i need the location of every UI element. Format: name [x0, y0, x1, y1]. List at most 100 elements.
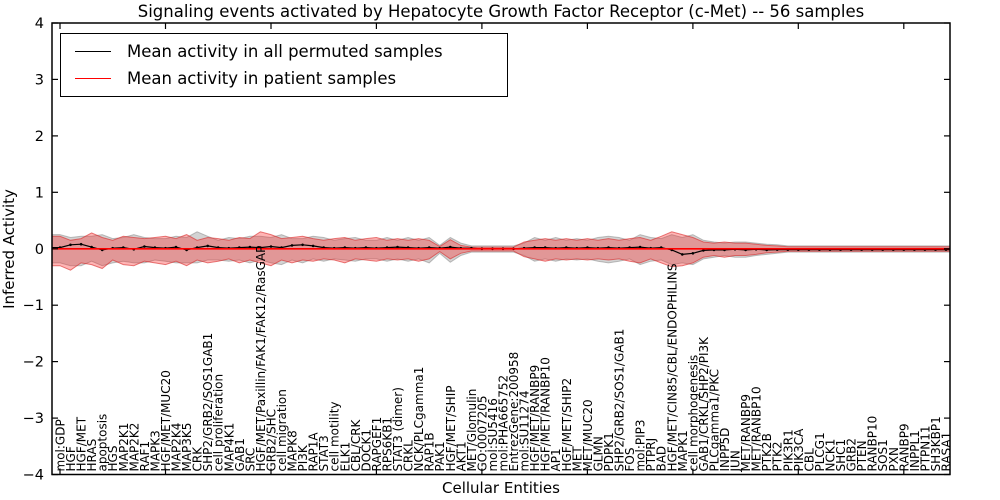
y-tick-label: −4	[23, 468, 44, 484]
y-axis-label: Inferred Activity	[0, 189, 18, 309]
x-tick-label: PAK1	[433, 441, 447, 471]
x-tick-label: MET	[570, 446, 584, 472]
y-tick-label: 1	[35, 185, 44, 201]
x-tick-label: MET/Glomulin	[465, 389, 479, 472]
y-tick-label: −2	[23, 355, 44, 371]
x-tick-label: CBL	[802, 448, 816, 472]
x-tick-label: HGF/MET/RANBP9	[528, 365, 542, 472]
x-tick-label: HGF/MET/MUC20	[159, 370, 173, 471]
permuted-mean-marker	[79, 242, 83, 246]
x-tick-label: MAPK3	[148, 430, 162, 471]
x-tick-label: mol:PHA665752	[497, 375, 511, 472]
legend-line-patient-icon	[75, 78, 111, 79]
x-tick-label: JUN	[729, 450, 743, 472]
x-tick-label: MET/MUC20	[581, 399, 595, 471]
x-tick-label: MAP3K5	[180, 423, 194, 472]
permuted-mean-marker	[449, 245, 452, 249]
permuted-mean-marker	[248, 245, 252, 249]
x-tick-label: PLCG1	[813, 432, 827, 471]
x-tick-label: HRAS	[85, 439, 99, 472]
x-tick-label: MAP4K1	[222, 423, 236, 472]
x-tick-label: SRC	[243, 448, 257, 472]
permuted-mean-marker	[702, 249, 705, 252]
x-tick-label: mol:PIP3	[634, 419, 648, 471]
permuted-mean-marker	[311, 244, 315, 248]
x-tick-label: RANBP9	[897, 423, 911, 471]
permuted-mean-marker	[290, 244, 294, 247]
permuted-mean-marker	[396, 245, 399, 249]
x-tick-label: RAF1	[138, 441, 152, 472]
x-tick-label: STAT3 (dimer)	[391, 387, 405, 471]
x-tick-label: mol:SU5416	[486, 398, 500, 471]
x-tick-label: CRKL	[402, 440, 416, 472]
x-tick-label: PIK3R1	[781, 429, 795, 471]
y-tick-label: 4	[35, 16, 44, 32]
x-tick-label: cell morphogenesis	[686, 355, 700, 472]
x-tick-label: AP1	[549, 448, 563, 471]
x-tick-label: RAP1A	[307, 432, 321, 472]
x-tick-label: PDPK1	[602, 432, 616, 471]
x-tick-label: cell motility	[328, 401, 342, 471]
x-tick-label: PTK2B	[760, 433, 774, 471]
x-tick-label: HGF/MET/SHIP	[444, 386, 458, 472]
x-tick-label: HGF/MET/RANBP10	[539, 357, 553, 471]
x-tick-label: HGS	[106, 446, 120, 472]
x-tick-label: RANBP10	[866, 416, 880, 472]
x-tick-label: DOCK1	[359, 429, 373, 472]
permuted-mean-marker	[269, 245, 273, 248]
x-tick-label: STAT3	[317, 435, 331, 471]
x-tick-label: MAP2K2	[127, 423, 141, 472]
x-tick-label: INPPL1	[908, 430, 922, 471]
x-tick-label: PI3K	[296, 444, 310, 471]
x-tick-label: MAPK8	[286, 430, 300, 471]
permuted-mean-marker	[681, 253, 684, 256]
x-tick-label: INPP5D	[718, 428, 732, 472]
x-axis-label: Cellular Entities	[442, 479, 560, 497]
x-tick-label: EntrezGene:200958	[507, 352, 521, 472]
x-tick-label: RASA1	[940, 432, 954, 472]
x-tick-label: FOS	[623, 448, 637, 472]
x-tick-label: cell proliferation	[212, 374, 226, 472]
x-tick-label: SHP2/GRB2/SOS1GAB1	[201, 333, 215, 472]
x-tick-label: RAP1B	[423, 432, 437, 471]
x-tick-label: mol:SU11274	[518, 391, 532, 472]
x-tick-label: MET/RANBP9	[739, 394, 753, 471]
x-tick-label: HGF/MET/SHIP2	[560, 378, 574, 472]
permuted-mean-marker	[69, 243, 72, 247]
permuted-mean-marker	[301, 243, 304, 247]
legend-line-permuted-icon	[75, 51, 111, 52]
x-tick-label: CRK	[191, 446, 205, 472]
x-tick-label: ELK1	[338, 442, 352, 472]
x-tick-label: BAD	[655, 446, 669, 472]
permuted-mean-marker	[90, 245, 93, 249]
x-tick-label: MAP2K1	[117, 423, 131, 472]
permuted-mean-marker	[143, 245, 146, 248]
y-tick-label: −3	[23, 411, 44, 427]
legend-label-patient: Mean activity in patient samples	[127, 69, 397, 88]
y-tick-label: 2	[35, 129, 44, 145]
chart-title: Signaling events activated by Hepatocyte…	[137, 2, 865, 21]
x-tick-label: GAB1	[233, 438, 247, 471]
x-tick-label: SOS1	[876, 439, 890, 471]
permuted-mean-marker	[174, 245, 178, 249]
x-tick-label: GRB2	[845, 438, 859, 472]
y-tick-label: 3	[35, 72, 44, 88]
legend-entry-permuted: Mean activity in all permuted samples	[75, 42, 507, 61]
x-tick-label: RPS6KB1	[380, 417, 394, 472]
x-tick-label: PTK2	[771, 441, 785, 471]
x-tick-label: HGF/MET/CIN85/CBL/ENDOPHILINS	[665, 264, 679, 472]
permuted-mean-marker	[691, 252, 695, 255]
x-tick-label: GLMN	[591, 436, 605, 471]
x-tick-label: MAP2K4	[170, 423, 184, 472]
x-tick-label: HGF/MET/Paxillin/FAK1/FAK12/RasGAP	[254, 246, 268, 472]
x-tick-label: GRB2/SHC	[264, 409, 278, 472]
x-tick-label: PXN	[887, 447, 901, 471]
x-tick-label: HGF	[64, 446, 78, 471]
x-tick-label: PLCgamma1/PKC	[707, 369, 721, 472]
x-tick-label: SH3KBP1	[929, 416, 943, 471]
x-tick-label: PIK3CA	[792, 428, 806, 472]
legend-entry-patient: Mean activity in patient samples	[75, 69, 507, 88]
permuted-mean-marker	[638, 245, 642, 249]
